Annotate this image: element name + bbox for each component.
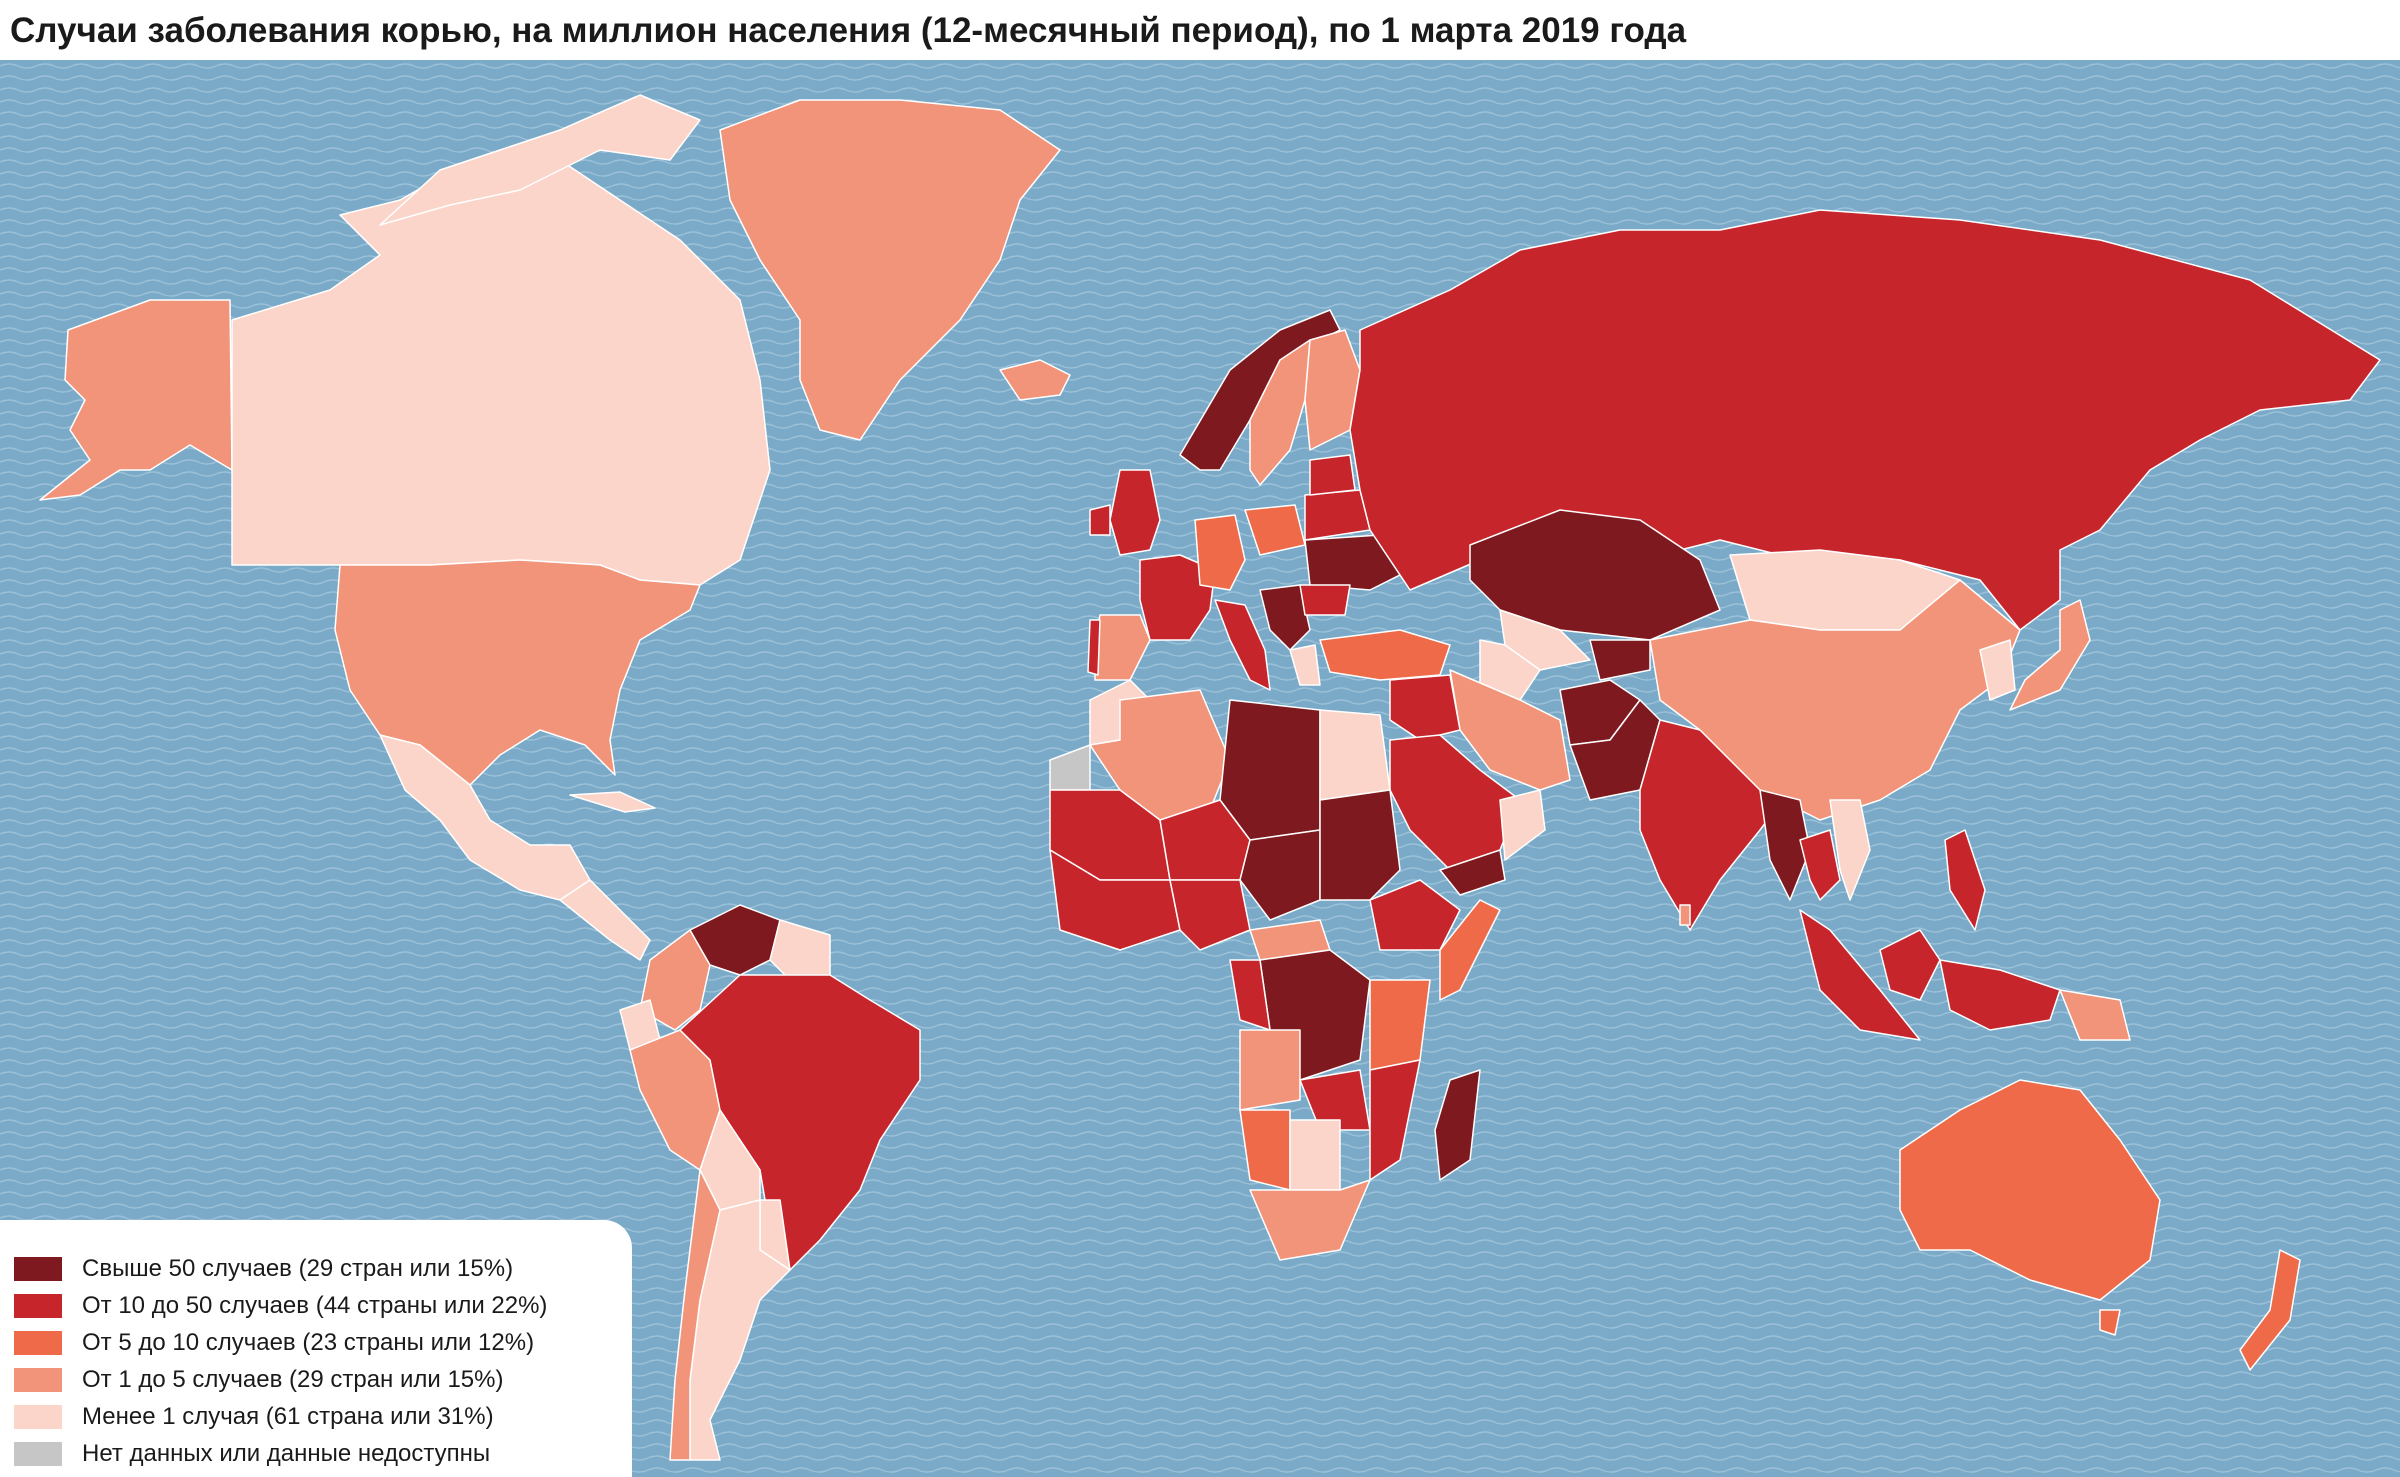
country-turkey[interactable]	[1319, 629, 1451, 681]
country-philippines[interactable]	[1944, 829, 1986, 931]
legend-label: Свыше 50 случаев (29 стран или 15%)	[82, 1254, 514, 1282]
legend-item-10-50: От 10 до 50 случаев (44 страны или 22%)	[14, 1287, 632, 1324]
country-portugal[interactable]	[1087, 619, 1101, 676]
country-myanmar[interactable]	[1759, 789, 1811, 901]
legend-item-5-10: От 5 до 10 случаев (23 страны или 12%)	[14, 1324, 632, 1361]
country-kenya-tanzania[interactable]	[1369, 979, 1431, 1071]
country-italy[interactable]	[1214, 599, 1271, 691]
country-uk[interactable]	[1109, 469, 1161, 556]
legend-swatch	[14, 1441, 62, 1466]
country-sudan[interactable]	[1319, 789, 1401, 901]
country-south-africa[interactable]	[1249, 1179, 1371, 1261]
map-title: Случаи заболевания корью, на миллион нас…	[10, 11, 1687, 50]
country-somalia[interactable]	[1439, 899, 1501, 1001]
country-romania[interactable]	[1299, 584, 1351, 616]
legend-swatch	[14, 1330, 62, 1355]
country-madagascar[interactable]	[1434, 1069, 1481, 1181]
country-canada-islands[interactable]	[379, 94, 701, 226]
country-iceland[interactable]	[999, 359, 1071, 401]
legend-swatch	[14, 1367, 62, 1392]
country-central-america[interactable]	[559, 879, 651, 961]
country-new-zealand[interactable]	[2239, 1249, 2301, 1371]
map-legend: Свыше 50 случаев (29 стран или 15%) От 1…	[0, 1220, 632, 1477]
country-kyrgyzstan-tajikistan[interactable]	[1589, 639, 1651, 681]
country-greenland[interactable]	[719, 99, 1061, 441]
country-sweden[interactable]	[1249, 339, 1311, 486]
legend-label: Менее 1 случая (61 страна или 31%)	[82, 1402, 494, 1430]
country-malaysia-indonesia-w[interactable]	[1799, 909, 1921, 1041]
country-chad[interactable]	[1239, 829, 1321, 921]
legend-label: От 10 до 50 случаев (44 страны или 22%)	[82, 1291, 548, 1319]
country-egypt[interactable]	[1319, 709, 1391, 801]
country-mozambique[interactable]	[1369, 1059, 1421, 1181]
country-greece[interactable]	[1289, 644, 1321, 686]
country-sri-lanka[interactable]	[1679, 904, 1691, 926]
country-korea[interactable]	[1979, 639, 2016, 701]
country-yemen[interactable]	[1439, 849, 1506, 896]
country-oman[interactable]	[1499, 789, 1546, 861]
country-france[interactable]	[1139, 554, 1216, 641]
country-australia[interactable]	[1899, 1079, 2161, 1301]
country-baltics[interactable]	[1309, 454, 1356, 496]
country-balkans[interactable]	[1259, 584, 1311, 651]
country-uzbekistan[interactable]	[1499, 609, 1591, 671]
country-ireland[interactable]	[1089, 504, 1111, 536]
country-japan[interactable]	[2009, 599, 2091, 711]
country-papua[interactable]	[2059, 989, 2131, 1041]
country-alaska[interactable]	[39, 299, 233, 501]
country-ethiopia[interactable]	[1369, 879, 1461, 951]
country-turkmenistan[interactable]	[1479, 639, 1541, 701]
legend-item-1-5: От 1 до 5 случаев (29 стран или 15%)	[14, 1361, 632, 1398]
country-iran[interactable]	[1449, 669, 1571, 791]
country-cuba[interactable]	[569, 791, 656, 813]
country-tasmania[interactable]	[2099, 1309, 2121, 1336]
legend-label: От 1 до 5 случаев (29 стран или 15%)	[82, 1365, 504, 1393]
legend-swatch	[14, 1293, 62, 1318]
legend-label: От 5 до 10 случаев (23 страны или 12%)	[82, 1328, 535, 1356]
country-germany[interactable]	[1194, 514, 1246, 591]
country-angola[interactable]	[1239, 1029, 1301, 1111]
country-nigeria[interactable]	[1169, 879, 1251, 951]
country-vietnam[interactable]	[1829, 799, 1871, 901]
legend-swatch	[14, 1256, 62, 1281]
country-botswana[interactable]	[1289, 1119, 1341, 1191]
country-kazakhstan[interactable]	[1469, 509, 1721, 641]
legend-label: Нет данных или данные недоступны	[82, 1439, 491, 1467]
country-china[interactable]	[1649, 579, 2021, 821]
country-chile[interactable]	[669, 1169, 721, 1461]
legend-item-no-data: Нет данных или данные недоступны	[14, 1435, 632, 1472]
legend-item-over-50: Свыше 50 случаев (29 стран или 15%)	[14, 1250, 632, 1287]
legend-swatch	[14, 1404, 62, 1429]
country-thailand[interactable]	[1799, 829, 1841, 901]
country-borneo[interactable]	[1879, 929, 1941, 1001]
country-indonesia-east[interactable]	[1939, 959, 2061, 1031]
legend-item-under-1: Менее 1 случая (61 страна или 31%)	[14, 1398, 632, 1435]
